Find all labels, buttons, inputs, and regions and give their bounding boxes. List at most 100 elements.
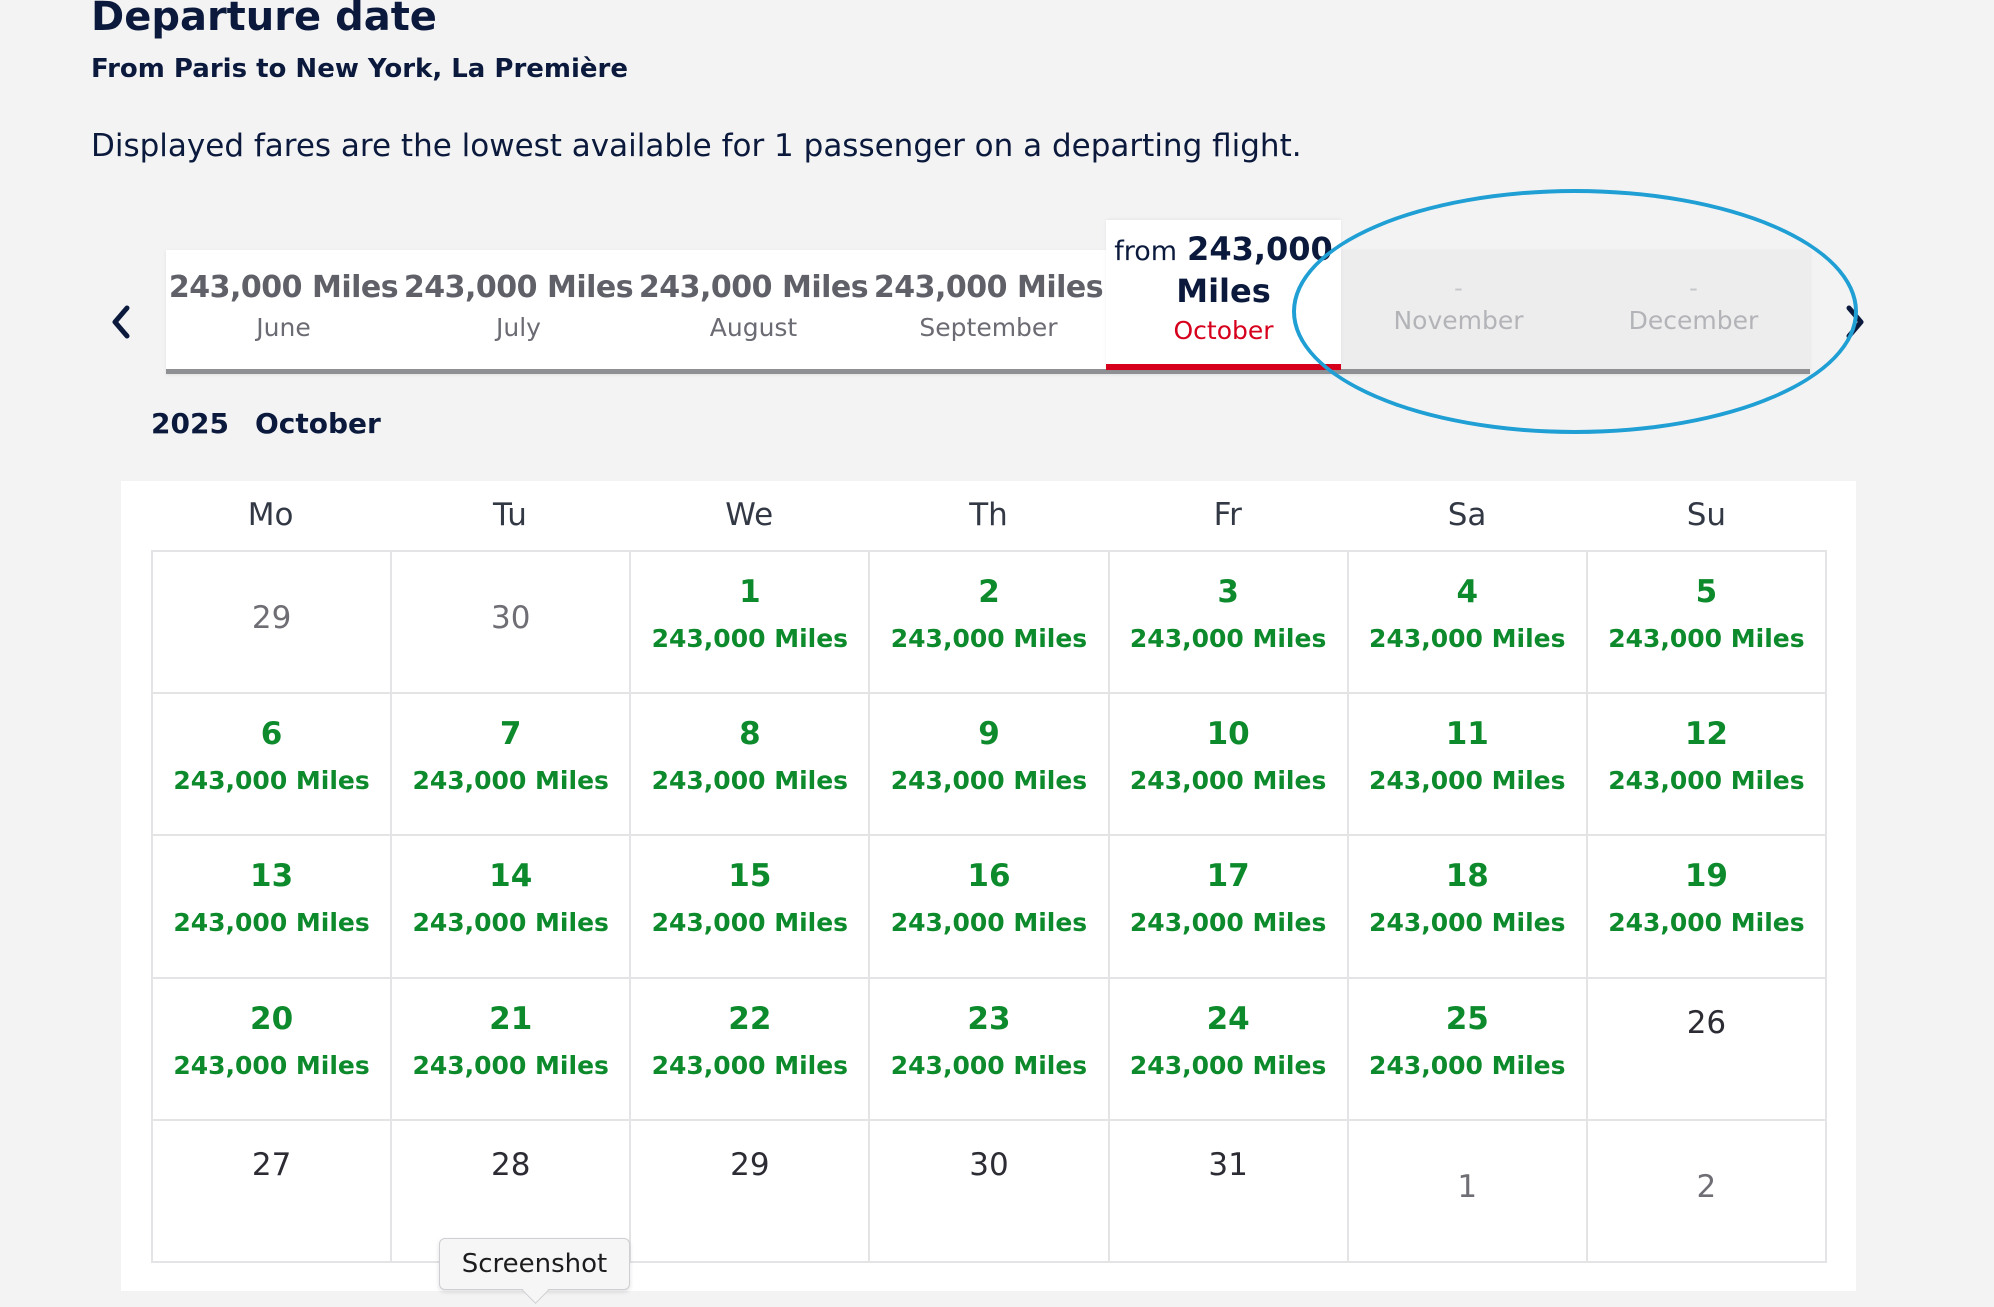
month-miles: 243,000 Miles (638, 270, 869, 305)
weekday-label: Th (969, 497, 1008, 533)
day-number: 29 (251, 600, 292, 636)
calendar-day: 29 (631, 1120, 871, 1263)
active-month-label: October (1173, 316, 1274, 345)
calendar-day[interactable]: 10 243,000 Miles (1109, 694, 1349, 837)
calendar-day[interactable]: 23 243,000 Miles (870, 978, 1110, 1121)
calendar-day[interactable]: 25 243,000 Miles (1348, 978, 1588, 1121)
calendar-day[interactable]: 5 243,000 Miles (1587, 552, 1827, 695)
month-dash: - (1454, 274, 1463, 302)
day-number: 5 (1695, 574, 1718, 610)
day-price: 243,000 Miles (1608, 624, 1805, 653)
month-tab-october-selected[interactable]: from 243,000 Miles October (1106, 220, 1341, 370)
calendar-day[interactable]: 16 243,000 Miles (870, 836, 1110, 979)
calendar-day[interactable]: 17 243,000 Miles (1109, 836, 1349, 979)
weekday-label: Su (1686, 497, 1727, 533)
calendar-day[interactable]: 9 243,000 Miles (870, 694, 1110, 837)
calendar-day[interactable]: 12 243,000 Miles (1587, 694, 1827, 837)
day-number: 10 (1206, 716, 1250, 753)
calendar-day: 2 (1587, 1120, 1827, 1263)
day-number: 31 (1208, 1146, 1248, 1183)
day-number: 20 (250, 1000, 294, 1037)
month-label: July (496, 313, 541, 342)
calendar-day[interactable]: 19 243,000 Miles (1587, 836, 1827, 979)
day-number: 19 (1684, 858, 1728, 895)
day-number: 23 (967, 1000, 1011, 1037)
active-month-unit: Miles (1176, 272, 1271, 310)
calendar-day[interactable]: 18 243,000 Miles (1348, 836, 1588, 979)
calendar-day[interactable]: 22 243,000 Miles (631, 978, 871, 1121)
month-tab-december: - December (1576, 250, 1811, 369)
page-title: Departure date (91, 0, 437, 40)
calendar-day[interactable]: 7 243,000 Miles (392, 694, 632, 837)
month-label: June (256, 313, 311, 342)
fare-note: Displayed fares are the lowest available… (91, 128, 1302, 164)
day-price: 243,000 Miles (173, 1050, 370, 1080)
month-tab-september[interactable]: 243,000 Miles September (871, 250, 1106, 369)
month-miles: 243,000 Miles (168, 270, 399, 305)
calendar-day[interactable]: 11 243,000 Miles (1348, 694, 1588, 837)
day-price: 243,000 Miles (890, 766, 1088, 796)
chevron-left-icon (112, 305, 130, 339)
screenshot-tooltip: Screenshot (439, 1238, 630, 1290)
calendar-day[interactable]: 24 243,000 Miles (1109, 978, 1349, 1121)
calendar-day[interactable]: 6 243,000 Miles (153, 694, 393, 837)
day-price: 243,000 Miles (1369, 1050, 1566, 1080)
calendar-day: 30 (870, 1120, 1110, 1263)
day-number: 8 (739, 716, 761, 753)
day-price: 243,000 Miles (1608, 766, 1805, 796)
day-price: 243,000 Miles (1129, 1050, 1327, 1080)
day-number: 26 (1686, 1004, 1727, 1041)
day-number: 15 (728, 858, 772, 895)
route-subtitle: From Paris to New York, La Première (91, 54, 629, 84)
day-price: 243,000 Miles (1129, 908, 1327, 938)
calendar-month: October (254, 407, 381, 440)
calendar-day: 27 (153, 1120, 393, 1263)
calendar-day[interactable]: 3 243,000 Miles (1109, 552, 1349, 695)
month-tab-august[interactable]: 243,000 Miles August (636, 250, 871, 369)
day-price: 243,000 Miles (1369, 908, 1566, 938)
weekday-label: Tu (492, 497, 527, 533)
calendar-day: 26 (1587, 978, 1827, 1121)
day-number: 4 (1456, 574, 1479, 610)
next-months-button[interactable] (1840, 297, 1870, 347)
from-label: from (1114, 236, 1178, 267)
month-label: August (709, 313, 798, 342)
day-price: 243,000 Miles (173, 766, 370, 796)
calendar-day[interactable]: 2 243,000 Miles (870, 552, 1110, 695)
day-number: 12 (1684, 716, 1728, 753)
calendar-grid: 29 30 1 243,000 Miles 2 243,000 Miles 3 243,000… (151, 550, 1827, 1263)
weekday-label: We (725, 497, 774, 533)
calendar-day[interactable]: 15 243,000 Miles (631, 836, 871, 979)
calendar-day[interactable]: 13 243,000 Miles (153, 836, 393, 979)
day-price: 243,000 Miles (651, 908, 849, 938)
day-price: 243,000 Miles (890, 908, 1088, 938)
calendar-heading: 2025 October (151, 407, 381, 440)
day-price: 243,000 Miles (173, 908, 370, 938)
day-number: 22 (728, 1000, 772, 1037)
previous-months-button[interactable] (106, 297, 136, 347)
month-label: September (919, 313, 1058, 342)
day-number: 11 (1445, 716, 1489, 753)
calendar-day[interactable]: 8 243,000 Miles (631, 694, 871, 837)
month-tab-june[interactable]: 243,000 Miles June (166, 250, 401, 369)
day-number: 27 (251, 1146, 292, 1183)
calendar-year: 2025 (151, 407, 229, 440)
weekday-label: Fr (1213, 497, 1242, 533)
day-price: 243,000 Miles (412, 1050, 609, 1080)
calendar-day[interactable]: 21 243,000 Miles (392, 978, 632, 1121)
day-price: 243,000 Miles (1608, 908, 1805, 938)
day-price: 243,000 Miles (1129, 624, 1327, 653)
day-number: 30 (490, 600, 531, 636)
month-tab-july[interactable]: 243,000 Miles July (401, 250, 636, 369)
month-label: December (1628, 306, 1759, 335)
calendar-day[interactable]: 4 243,000 Miles (1348, 552, 1588, 695)
active-month-amount: 243,000 (1187, 230, 1333, 268)
calendar-panel: Mo Tu We Th Fr Sa Su 29 30 1 243,000 Miles 2… (121, 481, 1856, 1291)
calendar-day[interactable]: 1 243,000 Miles (631, 552, 871, 695)
calendar-day[interactable]: 14 243,000 Miles (392, 836, 632, 979)
active-month-price: from 243,000 (1106, 230, 1341, 268)
month-miles: 243,000 Miles (873, 270, 1104, 305)
weekday-label: Mo (247, 497, 294, 533)
calendar-day[interactable]: 20 243,000 Miles (153, 978, 393, 1121)
day-number: 18 (1445, 858, 1489, 895)
